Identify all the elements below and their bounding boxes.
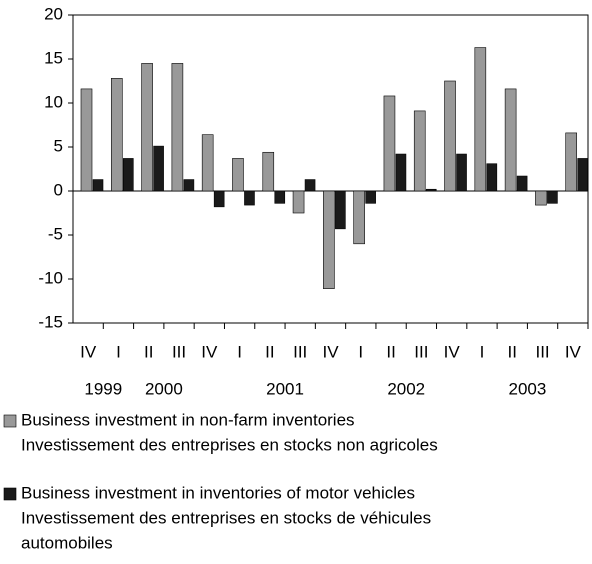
bar xyxy=(171,63,184,192)
bar xyxy=(201,134,214,192)
year-label: 2003 xyxy=(508,379,546,398)
bar xyxy=(504,88,517,192)
bar xyxy=(183,179,195,192)
x-tick-label: I xyxy=(116,342,121,361)
x-tick-label: II xyxy=(144,342,153,361)
bar xyxy=(365,190,376,204)
bar xyxy=(292,190,305,214)
x-tick-label: IV xyxy=(80,342,97,361)
bar xyxy=(395,153,407,192)
bar xyxy=(383,95,396,192)
bar xyxy=(486,163,498,192)
bar xyxy=(110,78,123,192)
year-label: 2000 xyxy=(145,379,183,398)
bar xyxy=(565,132,578,192)
bar xyxy=(244,190,255,206)
x-tick-label: IV xyxy=(565,342,582,361)
x-tick-label: II xyxy=(508,342,517,361)
x-tick-label: III xyxy=(535,342,549,361)
x-tick-label: III xyxy=(414,342,428,361)
year-label: 1999 xyxy=(84,379,122,398)
bar xyxy=(323,190,335,289)
bar xyxy=(153,145,164,192)
bar xyxy=(516,175,528,192)
bar xyxy=(232,158,244,192)
bar xyxy=(141,63,153,192)
x-tick-label: IV xyxy=(322,342,339,361)
bar xyxy=(444,80,456,192)
x-tick-label: IV xyxy=(444,342,461,361)
y-tick-label: 20 xyxy=(44,4,63,23)
y-tick-label: 0 xyxy=(54,180,63,199)
x-tick-label: I xyxy=(480,342,485,361)
bar xyxy=(262,151,275,192)
bar xyxy=(80,88,93,192)
x-tick-label: I xyxy=(358,342,363,361)
y-tick-label: -15 xyxy=(38,312,63,331)
legend-swatch xyxy=(3,414,17,428)
bar xyxy=(122,158,134,192)
bar xyxy=(474,47,487,192)
x-tick-label: II xyxy=(265,342,274,361)
legend-swatch xyxy=(3,487,17,501)
legend-label: Investissement des entreprises en stocks… xyxy=(21,435,438,454)
bar xyxy=(456,153,467,192)
bar xyxy=(92,179,104,192)
x-tick-label: III xyxy=(172,342,186,361)
bar xyxy=(213,190,225,208)
bar xyxy=(335,190,346,230)
legend-label: automobiles xyxy=(21,533,113,552)
bar xyxy=(353,190,365,245)
x-tick-label: IV xyxy=(201,342,218,361)
bar xyxy=(274,190,286,204)
y-tick-label: 10 xyxy=(44,92,63,111)
bar xyxy=(547,190,558,204)
x-tick-label: III xyxy=(293,342,307,361)
bar xyxy=(577,158,589,192)
x-tick-label: II xyxy=(386,342,395,361)
y-tick-label: -5 xyxy=(48,224,63,243)
year-label: 2002 xyxy=(387,379,425,398)
legend-label: Business investment in non-farm inventor… xyxy=(21,410,355,429)
year-label: 2001 xyxy=(266,379,304,398)
y-tick-label: -10 xyxy=(38,268,63,287)
legend-label: Business investment in inventories of mo… xyxy=(21,483,415,502)
x-tick-label: I xyxy=(237,342,242,361)
bar xyxy=(535,190,547,206)
y-tick-label: 15 xyxy=(44,48,63,67)
legend-label: Investissement des entreprises en stocks… xyxy=(21,508,431,527)
bar xyxy=(304,179,316,192)
bar xyxy=(425,188,437,192)
bar xyxy=(413,110,426,192)
y-tick-label: 5 xyxy=(54,136,63,155)
